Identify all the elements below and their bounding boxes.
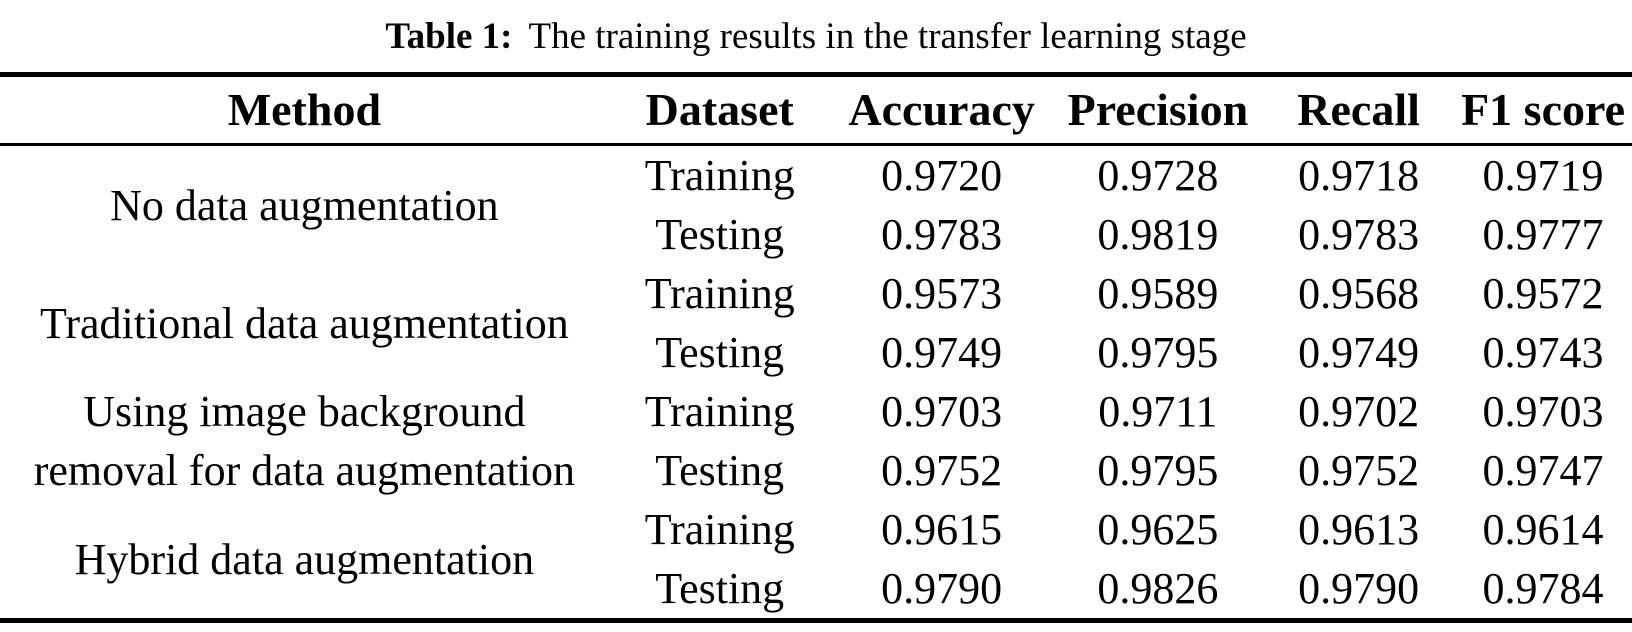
f1-score-cell: 0.9572 (1482, 268, 1604, 318)
method-label: No data augmentation (110, 180, 499, 230)
table-caption: Table 1: The training results in the tran… (0, 0, 1632, 72)
accuracy-cell: 0.9573 (881, 268, 1003, 318)
precision-cell: 0.9826 (1097, 563, 1219, 613)
method-label: Hybrid data augmentation (74, 534, 535, 584)
column-header-accuracy: Accuracy (830, 74, 1053, 146)
results-table: Method Dataset Accuracy Precision Recall… (0, 72, 1632, 623)
dataset-cell: Testing (655, 327, 785, 377)
recall-cell: 0.9752 (1298, 445, 1420, 495)
table-caption-label: Table 1: (385, 15, 513, 57)
recall-cell: 0.9702 (1298, 386, 1420, 436)
dataset-cell: Training (644, 268, 795, 318)
table-row: Using image background removal for data … (0, 382, 1632, 495)
table-row: Testing 0.9752 0.9795 0.9752 0.9747 (0, 441, 1632, 500)
method-cell: No data augmentation (0, 145, 609, 265)
recall-cell: 0.9783 (1298, 209, 1420, 259)
f1-score-cell: 0.9777 (1482, 209, 1604, 259)
recall-cell: 0.9749 (1298, 327, 1420, 377)
recall-cell: 0.9790 (1298, 563, 1420, 613)
precision-cell: 0.9728 (1097, 150, 1219, 200)
dataset-cell: Training (644, 504, 795, 554)
accuracy-cell: 0.9783 (881, 209, 1003, 259)
accuracy-cell: 0.9752 (881, 445, 1003, 495)
precision-cell: 0.9819 (1097, 209, 1219, 259)
table-caption-text: The training results in the transfer lea… (528, 15, 1247, 57)
column-header-dataset: Dataset (608, 74, 831, 146)
accuracy-cell: 0.9703 (881, 386, 1003, 436)
table-row: Testing 0.9749 0.9795 0.9749 0.9743 (0, 323, 1632, 382)
recall-cell: 0.9568 (1298, 268, 1420, 318)
column-header-method: Method (0, 74, 609, 146)
table-row: Hybrid data augmentation Training 0.9615… (0, 500, 1632, 584)
f1-score-cell: 0.9719 (1482, 150, 1604, 200)
precision-cell: 0.9795 (1097, 327, 1219, 377)
f1-score-cell: 0.9614 (1482, 504, 1604, 554)
table-row: Testing 0.9790 0.9826 0.9790 0.9784 (0, 559, 1632, 621)
dataset-cell: Training (644, 386, 795, 436)
recall-cell: 0.9613 (1298, 504, 1420, 554)
precision-cell: 0.9589 (1097, 268, 1219, 318)
table-row: No data augmentation Training 0.9720 0.9… (0, 145, 1632, 229)
accuracy-cell: 0.9790 (881, 563, 1003, 613)
recall-cell: 0.9718 (1298, 150, 1420, 200)
dataset-cell: Training (644, 150, 795, 200)
precision-cell: 0.9711 (1098, 386, 1218, 436)
header-row: Method Dataset Accuracy Precision Recall… (0, 74, 1632, 146)
accuracy-cell: 0.9615 (881, 504, 1003, 554)
method-cell: Traditional data augmentation (0, 264, 609, 382)
precision-cell: 0.9625 (1097, 504, 1219, 554)
precision-cell: 0.9795 (1097, 445, 1219, 495)
method-label-line-1: Using image background (83, 387, 526, 436)
accuracy-cell: 0.9720 (881, 150, 1003, 200)
dataset-cell: Testing (655, 563, 785, 613)
table-row: Testing 0.9783 0.9819 0.9783 0.9777 (0, 205, 1632, 264)
method-label-line-2: removal for data augmentation (33, 446, 575, 495)
column-header-recall: Recall (1263, 74, 1455, 146)
f1-score-cell: 0.9784 (1482, 563, 1604, 613)
method-cell: Hybrid data augmentation (0, 500, 609, 621)
f1-score-cell: 0.9743 (1482, 327, 1604, 377)
accuracy-cell: 0.9749 (881, 327, 1003, 377)
f1-score-cell: 0.9703 (1482, 386, 1604, 436)
dataset-cell: Testing (655, 209, 785, 259)
f1-score-cell: 0.9747 (1482, 445, 1604, 495)
column-header-precision: Precision (1052, 74, 1264, 146)
method-cell: Using image background removal for data … (0, 382, 609, 500)
table-row: Traditional data augmentation Training 0… (0, 264, 1632, 348)
dataset-cell: Testing (655, 445, 785, 495)
method-label: Traditional data augmentation (40, 298, 569, 348)
column-header-f1-score: F1 score (1454, 74, 1632, 146)
